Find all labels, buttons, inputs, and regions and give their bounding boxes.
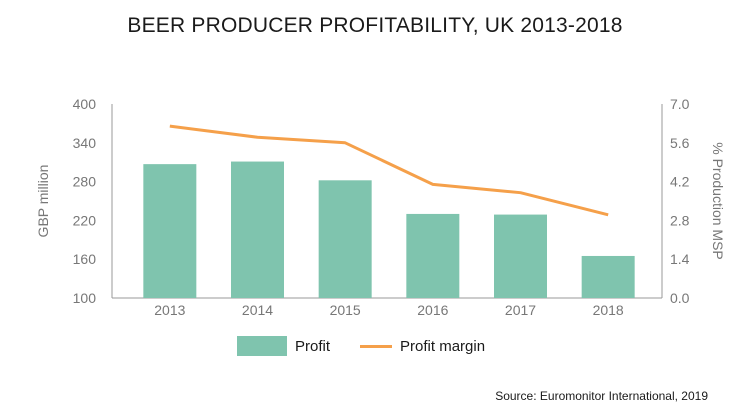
y2-tick-label: 4.2: [670, 174, 690, 190]
y-tick-label: 280: [73, 174, 97, 190]
bar-profit-2014: [231, 161, 284, 298]
line-profit-margin: [169, 124, 609, 217]
x-tick-label: 2014: [242, 302, 273, 318]
x-tick-label: 2017: [505, 302, 536, 318]
bar-profit-2017: [494, 214, 547, 298]
y-tick-label: 160: [73, 251, 97, 267]
x-tick-label: 2016: [417, 302, 448, 318]
x-tick-label: 2018: [593, 302, 624, 318]
y-tick-label: 400: [73, 96, 97, 112]
bar-profit-2013: [143, 164, 197, 298]
y2-tick-label: 1.4: [670, 251, 690, 267]
y-axis-title: GBP million: [35, 165, 51, 238]
y-tick-label: 220: [73, 212, 97, 228]
x-tick-label: 2015: [330, 302, 361, 318]
chart-title: BEER PRODUCER PROFITABILITY, UK 2013-201…: [127, 14, 623, 37]
y2-tick-label: 0.0: [670, 290, 690, 306]
y2-axis-title: % Production MSP: [710, 142, 726, 260]
legend: Profit Profit margin: [237, 336, 515, 356]
bar-profit-2015: [318, 180, 372, 298]
legend-swatch-profit: [237, 336, 287, 356]
y2-tick-label: 5.6: [670, 135, 690, 151]
y2-tick-label: 7.0: [670, 96, 690, 112]
x-tick-label: 2013: [154, 302, 185, 318]
legend-label-profit: Profit: [295, 337, 331, 355]
legend-swatch-profit-margin: [360, 344, 393, 348]
source-note: Source: Euromonitor International, 2019: [495, 389, 708, 403]
legend-item-profit: Profit: [237, 336, 330, 356]
legend-label-profit-margin: Profit margin: [400, 337, 486, 355]
y-tick-label: 340: [73, 135, 97, 151]
bar-profit-2016: [406, 213, 460, 298]
bar-profit-2018: [581, 255, 635, 298]
y2-tick-label: 2.8: [670, 212, 690, 228]
legend-item-profit-margin: Profit margin: [360, 338, 485, 355]
y-tick-label: 100: [73, 290, 97, 306]
